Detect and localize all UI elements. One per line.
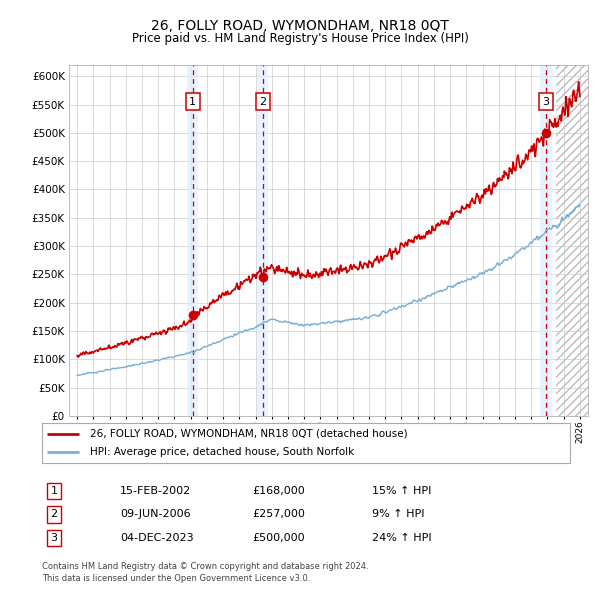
Text: 1: 1 xyxy=(189,97,196,107)
Text: £257,000: £257,000 xyxy=(252,510,305,519)
Text: 2: 2 xyxy=(50,510,58,519)
Bar xyxy=(187,65,198,416)
Bar xyxy=(257,65,268,416)
Text: £500,000: £500,000 xyxy=(252,533,305,543)
Text: 1: 1 xyxy=(50,486,58,496)
Text: 15% ↑ HPI: 15% ↑ HPI xyxy=(372,486,431,496)
Text: 09-JUN-2006: 09-JUN-2006 xyxy=(120,510,191,519)
Text: £168,000: £168,000 xyxy=(252,486,305,496)
Text: Contains HM Land Registry data © Crown copyright and database right 2024.: Contains HM Land Registry data © Crown c… xyxy=(42,562,368,571)
Text: 3: 3 xyxy=(50,533,58,543)
Text: This data is licensed under the Open Government Licence v3.0.: This data is licensed under the Open Gov… xyxy=(42,574,310,583)
Text: 26, FOLLY ROAD, WYMONDHAM, NR18 0QT (detached house): 26, FOLLY ROAD, WYMONDHAM, NR18 0QT (det… xyxy=(89,429,407,439)
Text: HPI: Average price, detached house, South Norfolk: HPI: Average price, detached house, Sout… xyxy=(89,447,354,457)
Text: 2: 2 xyxy=(259,97,266,107)
Text: 04-DEC-2023: 04-DEC-2023 xyxy=(120,533,194,543)
Text: Price paid vs. HM Land Registry's House Price Index (HPI): Price paid vs. HM Land Registry's House … xyxy=(131,32,469,45)
Text: 26, FOLLY ROAD, WYMONDHAM, NR18 0QT: 26, FOLLY ROAD, WYMONDHAM, NR18 0QT xyxy=(151,19,449,34)
Text: 24% ↑ HPI: 24% ↑ HPI xyxy=(372,533,431,543)
Text: 3: 3 xyxy=(542,97,550,107)
Bar xyxy=(556,65,588,416)
Text: 9% ↑ HPI: 9% ↑ HPI xyxy=(372,510,425,519)
Text: 15-FEB-2002: 15-FEB-2002 xyxy=(120,486,191,496)
Bar xyxy=(541,65,552,416)
